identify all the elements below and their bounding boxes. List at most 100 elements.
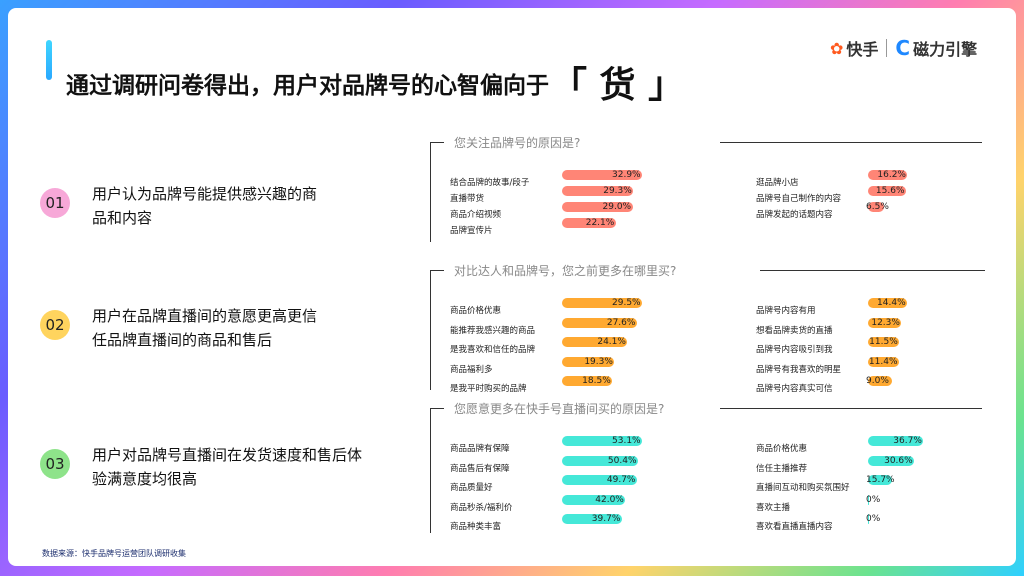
bar: [868, 202, 884, 212]
bar-label: 逛品牌小店: [756, 178, 799, 188]
bar-row: 品牌号内容吸引到我 11.5%: [756, 337, 1016, 355]
bar-label: 直播带货: [450, 194, 485, 204]
bar-value: 29.3%: [603, 186, 632, 196]
logo-divider: [886, 39, 888, 57]
bar: [562, 170, 642, 180]
bar-label: 商品价格优惠: [450, 306, 502, 316]
panel-border: [430, 408, 431, 533]
bar-label: 喜欢主播: [756, 502, 791, 513]
bar-row: 品牌号内容有用 14.4%: [756, 298, 1016, 316]
point-text: 用户认为品牌号能提供感兴趣的商品和内容: [92, 185, 318, 227]
bar-label: 品牌号内容有用: [756, 306, 816, 316]
bar-label: 是我喜欢和信任的品牌: [450, 345, 536, 355]
bar-row: 品牌发起的话题内容 6.5%: [756, 202, 1016, 220]
bar-value: 16.2%: [877, 170, 906, 180]
bar-value: 12.3%: [871, 317, 900, 328]
bar: [562, 317, 637, 328]
bar-label: 品牌号自己制作的内容: [756, 194, 842, 204]
panel-border: [760, 270, 985, 271]
slide: [8, 8, 1016, 566]
kuaishou-logo-text: 快手: [846, 40, 879, 59]
bar-value: 29.0%: [602, 202, 632, 212]
bar: [868, 356, 899, 367]
bar-label: 商品种类丰富: [450, 522, 502, 532]
bar: [562, 455, 638, 466]
bar: [562, 186, 634, 196]
bar-value: 42.0%: [595, 494, 624, 505]
bar: [562, 376, 613, 386]
bar-value: 39.7%: [591, 514, 621, 524]
bar: [562, 356, 615, 367]
chart-panel: 您愿意更多在快手号直播间买的原因是? 商品品牌有保障 53.1% 商品售后有保障 5…: [430, 400, 985, 533]
bar-row: 喜欢看直播直播内容 0%: [756, 514, 1016, 532]
bar-row: 喜欢主播 0%: [756, 494, 1016, 513]
bar-row: 商品福利多 19.3%: [450, 356, 710, 375]
point-01: 01 用户认为品牌号能提供感兴趣的商品和内容: [40, 182, 322, 230]
bar-value: 9.0%: [866, 376, 889, 386]
bar-label: 品牌宣传片: [450, 226, 493, 236]
point-number: 03: [40, 449, 70, 479]
panel-border: [430, 270, 444, 271]
bar-value: 6.5%: [866, 202, 889, 212]
panel-border: [430, 270, 431, 390]
bar-value: 15.7%: [866, 475, 895, 485]
bar: [868, 186, 906, 196]
cili-logo-icon: C: [895, 36, 911, 60]
bar: [562, 202, 633, 212]
bar: [562, 494, 626, 505]
bar-label: 商品价格优惠: [756, 444, 808, 454]
bar-label: 商品秒杀/福利价: [450, 502, 513, 513]
bar: [868, 317, 902, 328]
point-03: 03 用户对品牌号直播间在发货速度和售后体验满意度均很高: [40, 443, 367, 491]
bar-row: 结合品牌的故事/段子 32.9%: [450, 170, 710, 188]
bar-value: 29.5%: [612, 298, 641, 308]
title-text: 通过调研问卷得出，用户对品牌号的心智偏向于: [66, 73, 549, 99]
bar-value: 15.6%: [875, 186, 905, 196]
bar-label: 商品售后有保障: [450, 463, 510, 474]
chart-title: 您关注品牌号的原因是?: [450, 134, 585, 151]
bar-value: 32.9%: [612, 170, 641, 180]
bar-label: 是我平时购买的品牌: [450, 384, 527, 394]
bar-label: 喜欢看直播直播内容: [756, 522, 833, 532]
chart-title: 您愿意更多在快手号直播间买的原因是?: [450, 400, 669, 417]
chart-panel: 您关注品牌号的原因是? 结合品牌的故事/段子 32.9% 直播带货 29.3% 商品介…: [430, 134, 985, 242]
point-number: 01: [40, 188, 70, 218]
bar-value: 22.1%: [585, 218, 615, 228]
kuaishou-logo-icon: ✿: [830, 38, 844, 58]
bar-row: 信任主播推荐 30.6%: [756, 455, 1016, 474]
bar-row: 品牌号有我喜欢的明星 11.4%: [756, 356, 1016, 375]
bar: [868, 436, 924, 446]
bar-row: 商品质量好 49.7%: [450, 475, 710, 493]
bar: [868, 337, 900, 347]
bar: [562, 436, 642, 446]
bar: [868, 514, 869, 524]
bar-label: 结合品牌的故事/段子: [450, 178, 530, 188]
bar-label: 品牌发起的话题内容: [756, 210, 833, 220]
bar-value: 0%: [866, 514, 881, 524]
point-02: 02 用户在品牌直播间的意愿更高更信任品牌直播间的商品和售后: [40, 304, 322, 352]
bar-label: 信任主播推荐: [756, 463, 808, 474]
point-text: 用户对品牌号直播间在发货速度和售后体验满意度均很高: [92, 446, 363, 488]
bar-value: 36.7%: [893, 436, 922, 446]
bar-label: 能推荐我感兴趣的商品: [450, 325, 536, 336]
bar-row: 商品价格优惠 29.5%: [450, 298, 710, 316]
bar-row: 直播间互动和购买氛围好 15.7%: [756, 475, 1016, 493]
bar-row: 商品品牌有保障 53.1%: [450, 436, 710, 454]
logo-group: ✿ 快手 C 磁力引擎: [830, 36, 977, 60]
bar-value: 11.5%: [869, 337, 898, 347]
title-emphasis: 「 货 」: [551, 65, 685, 106]
bar-row: 品牌宣传片 22.1%: [450, 218, 710, 236]
bar: [562, 298, 642, 308]
bar-row: 是我平时购买的品牌 18.5%: [450, 376, 710, 394]
bar: [868, 298, 908, 308]
bar-label: 商品介绍视频: [450, 210, 502, 220]
bar-row: 逛品牌小店 16.2%: [756, 170, 1016, 188]
panel-border: [430, 142, 444, 143]
bar: [868, 170, 908, 180]
bar: [562, 218, 616, 228]
panel-border: [720, 142, 982, 143]
bar: [868, 494, 869, 505]
bar-value: 14.4%: [877, 298, 906, 308]
bar: [562, 475, 637, 485]
bar-value: 11.4%: [868, 356, 898, 367]
